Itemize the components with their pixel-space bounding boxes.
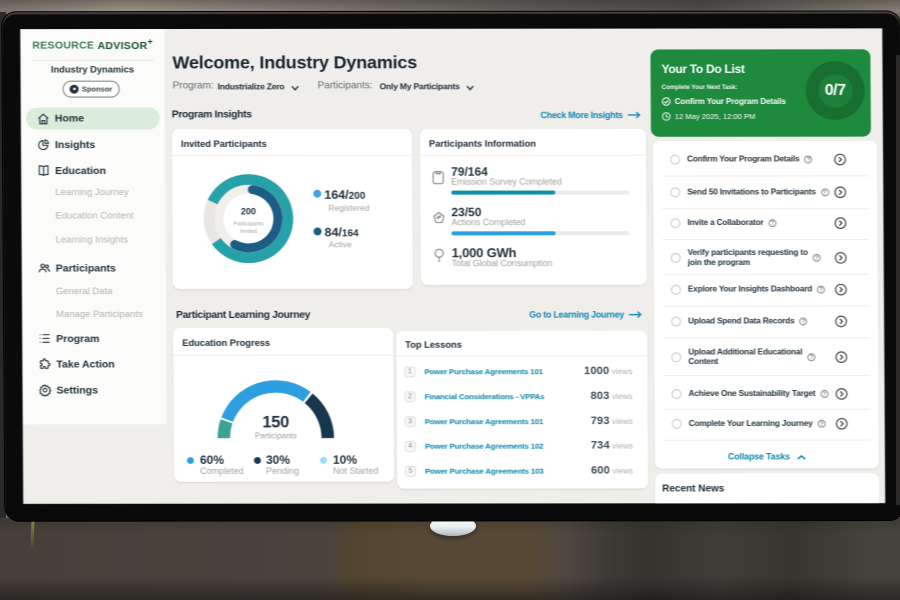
svg-text:Participants: Participants (233, 222, 263, 228)
svg-text:200: 200 (241, 207, 256, 217)
svg-text:150: 150 (262, 413, 289, 431)
svg-text:Participants: Participants (255, 432, 297, 441)
svg-text:Invited: Invited (240, 229, 257, 235)
